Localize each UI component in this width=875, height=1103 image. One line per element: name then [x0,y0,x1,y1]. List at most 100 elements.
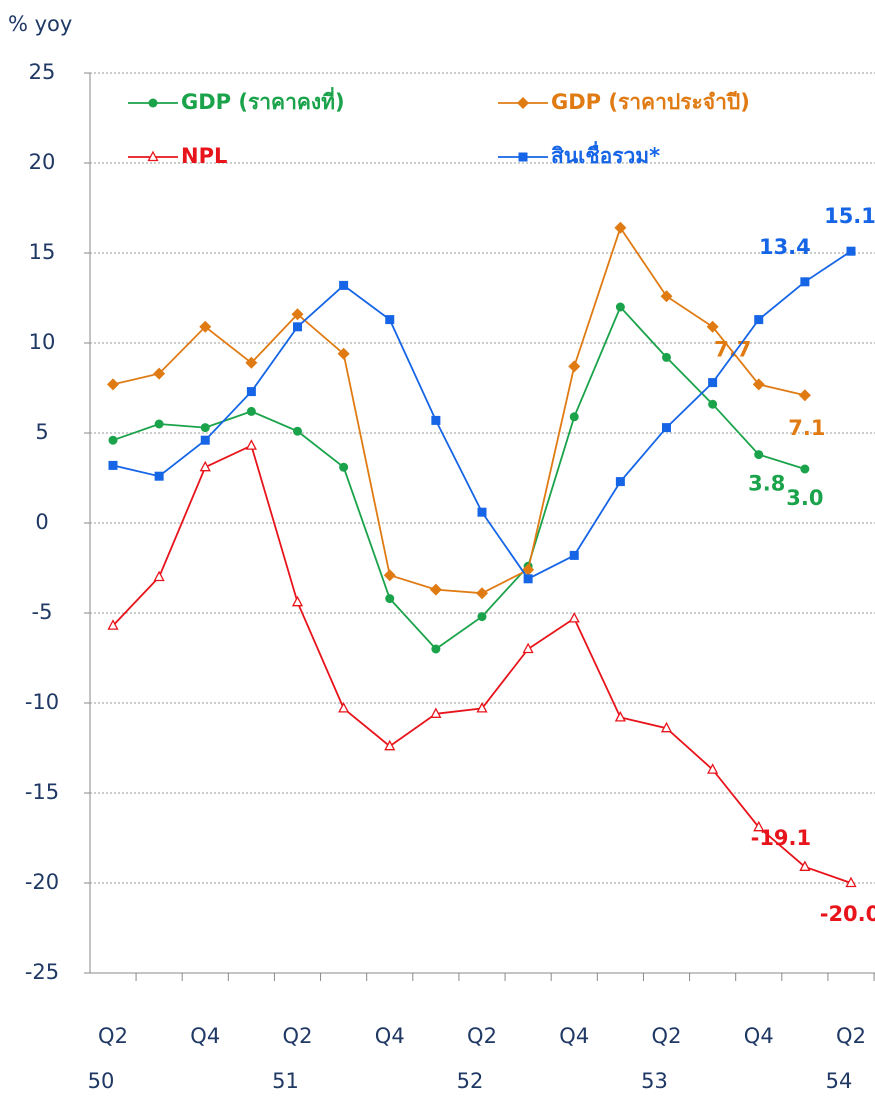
data-point [293,322,302,332]
legend-marker [518,152,528,162]
data-point [107,619,119,630]
data-point [845,876,857,888]
data-point [476,587,488,600]
data-label: -20.0 [820,902,875,926]
x-tick-label: Q2 [283,1024,313,1048]
data-point [246,406,256,416]
data-point [384,739,396,751]
x-tick-label: Q2 [836,1024,866,1048]
series-line [112,250,852,580]
legend-label: GDP (ราคาคงที่) [181,86,345,114]
data-point [385,594,395,604]
y-tick-label: -15 [25,780,59,804]
y-tick-label: 10 [29,330,56,354]
data-point [246,387,256,397]
data-point [614,221,627,234]
y-tick-label: 25 [29,60,56,84]
y-tick-label: 20 [29,150,56,174]
data-point [383,569,396,582]
y-tick-label: 5 [35,420,48,444]
data-point [707,763,719,774]
data-point [339,280,349,290]
data-point [476,702,488,713]
x-group-label: 52 [457,1069,484,1093]
data-point [754,450,764,460]
data-point [431,415,441,425]
data-point [154,471,164,481]
series-line [112,305,806,651]
data-point [708,378,718,388]
data-point [615,477,625,487]
data-point [754,315,764,325]
data-point [107,378,119,391]
data-label: 7.7 [714,337,751,361]
data-point [523,574,533,584]
legend-marker [148,98,158,108]
data-point [199,320,212,333]
data-label: 3.8 [748,472,785,496]
data-point [799,860,811,871]
x-tick-label: Q4 [744,1024,774,1048]
data-point [291,595,304,607]
data-point [753,820,765,832]
x-tick-label: Q4 [190,1024,220,1048]
data-point [569,550,579,560]
data-point [338,702,350,713]
data-point [108,435,118,445]
x-group-label: 53 [641,1069,668,1093]
y-tick-label: -25 [25,960,59,984]
y-tick-label: -20 [25,870,59,894]
data-point [660,290,673,303]
data-point [337,347,350,360]
x-tick-label: Q2 [652,1024,682,1048]
data-point [293,426,302,436]
data-point [662,423,671,433]
legend-label: สินเชื่อรวม* [551,140,660,168]
data-point [798,389,811,402]
data-point [706,320,719,333]
x-group-label: 51 [272,1069,299,1093]
data-point [429,583,442,596]
data-point [153,570,165,582]
data-point [477,612,487,622]
data-point [200,435,210,445]
data-point [430,707,442,718]
legend-marker [147,150,159,162]
data-point [477,507,487,517]
data-label: 15.1 [824,204,875,228]
y-tick-label: 0 [35,510,48,534]
data-label: 3.0 [786,486,823,510]
data-point [800,464,810,474]
data-point [108,460,118,470]
data-point [568,612,580,623]
data-point [245,439,257,450]
x-tick-label: Q4 [559,1024,589,1048]
x-tick-label: Q2 [467,1024,497,1048]
data-point [662,352,671,362]
data-point [800,277,810,287]
data-label: -19.1 [751,826,812,850]
legend-label: GDP (ราคาประจำปี) [551,90,750,114]
y-tick-label: 15 [29,240,56,264]
x-group-label: 54 [826,1069,853,1093]
data-point [615,302,625,312]
legend-marker [517,97,529,109]
data-point [846,246,856,256]
data-point [200,423,210,433]
y-tick-label: -5 [32,600,53,624]
data-point [614,711,626,722]
series-line [112,225,806,595]
x-tick-label: Q2 [98,1024,128,1048]
data-point [522,642,534,654]
data-point [199,460,211,472]
data-point [154,419,164,429]
x-group-label: 50 [88,1069,115,1093]
data-point [431,644,441,654]
x-tick-label: Q4 [375,1024,405,1048]
data-point [245,356,258,369]
data-label: 13.4 [759,235,811,259]
y-tick-label: -10 [25,690,59,714]
data-point [708,399,718,409]
